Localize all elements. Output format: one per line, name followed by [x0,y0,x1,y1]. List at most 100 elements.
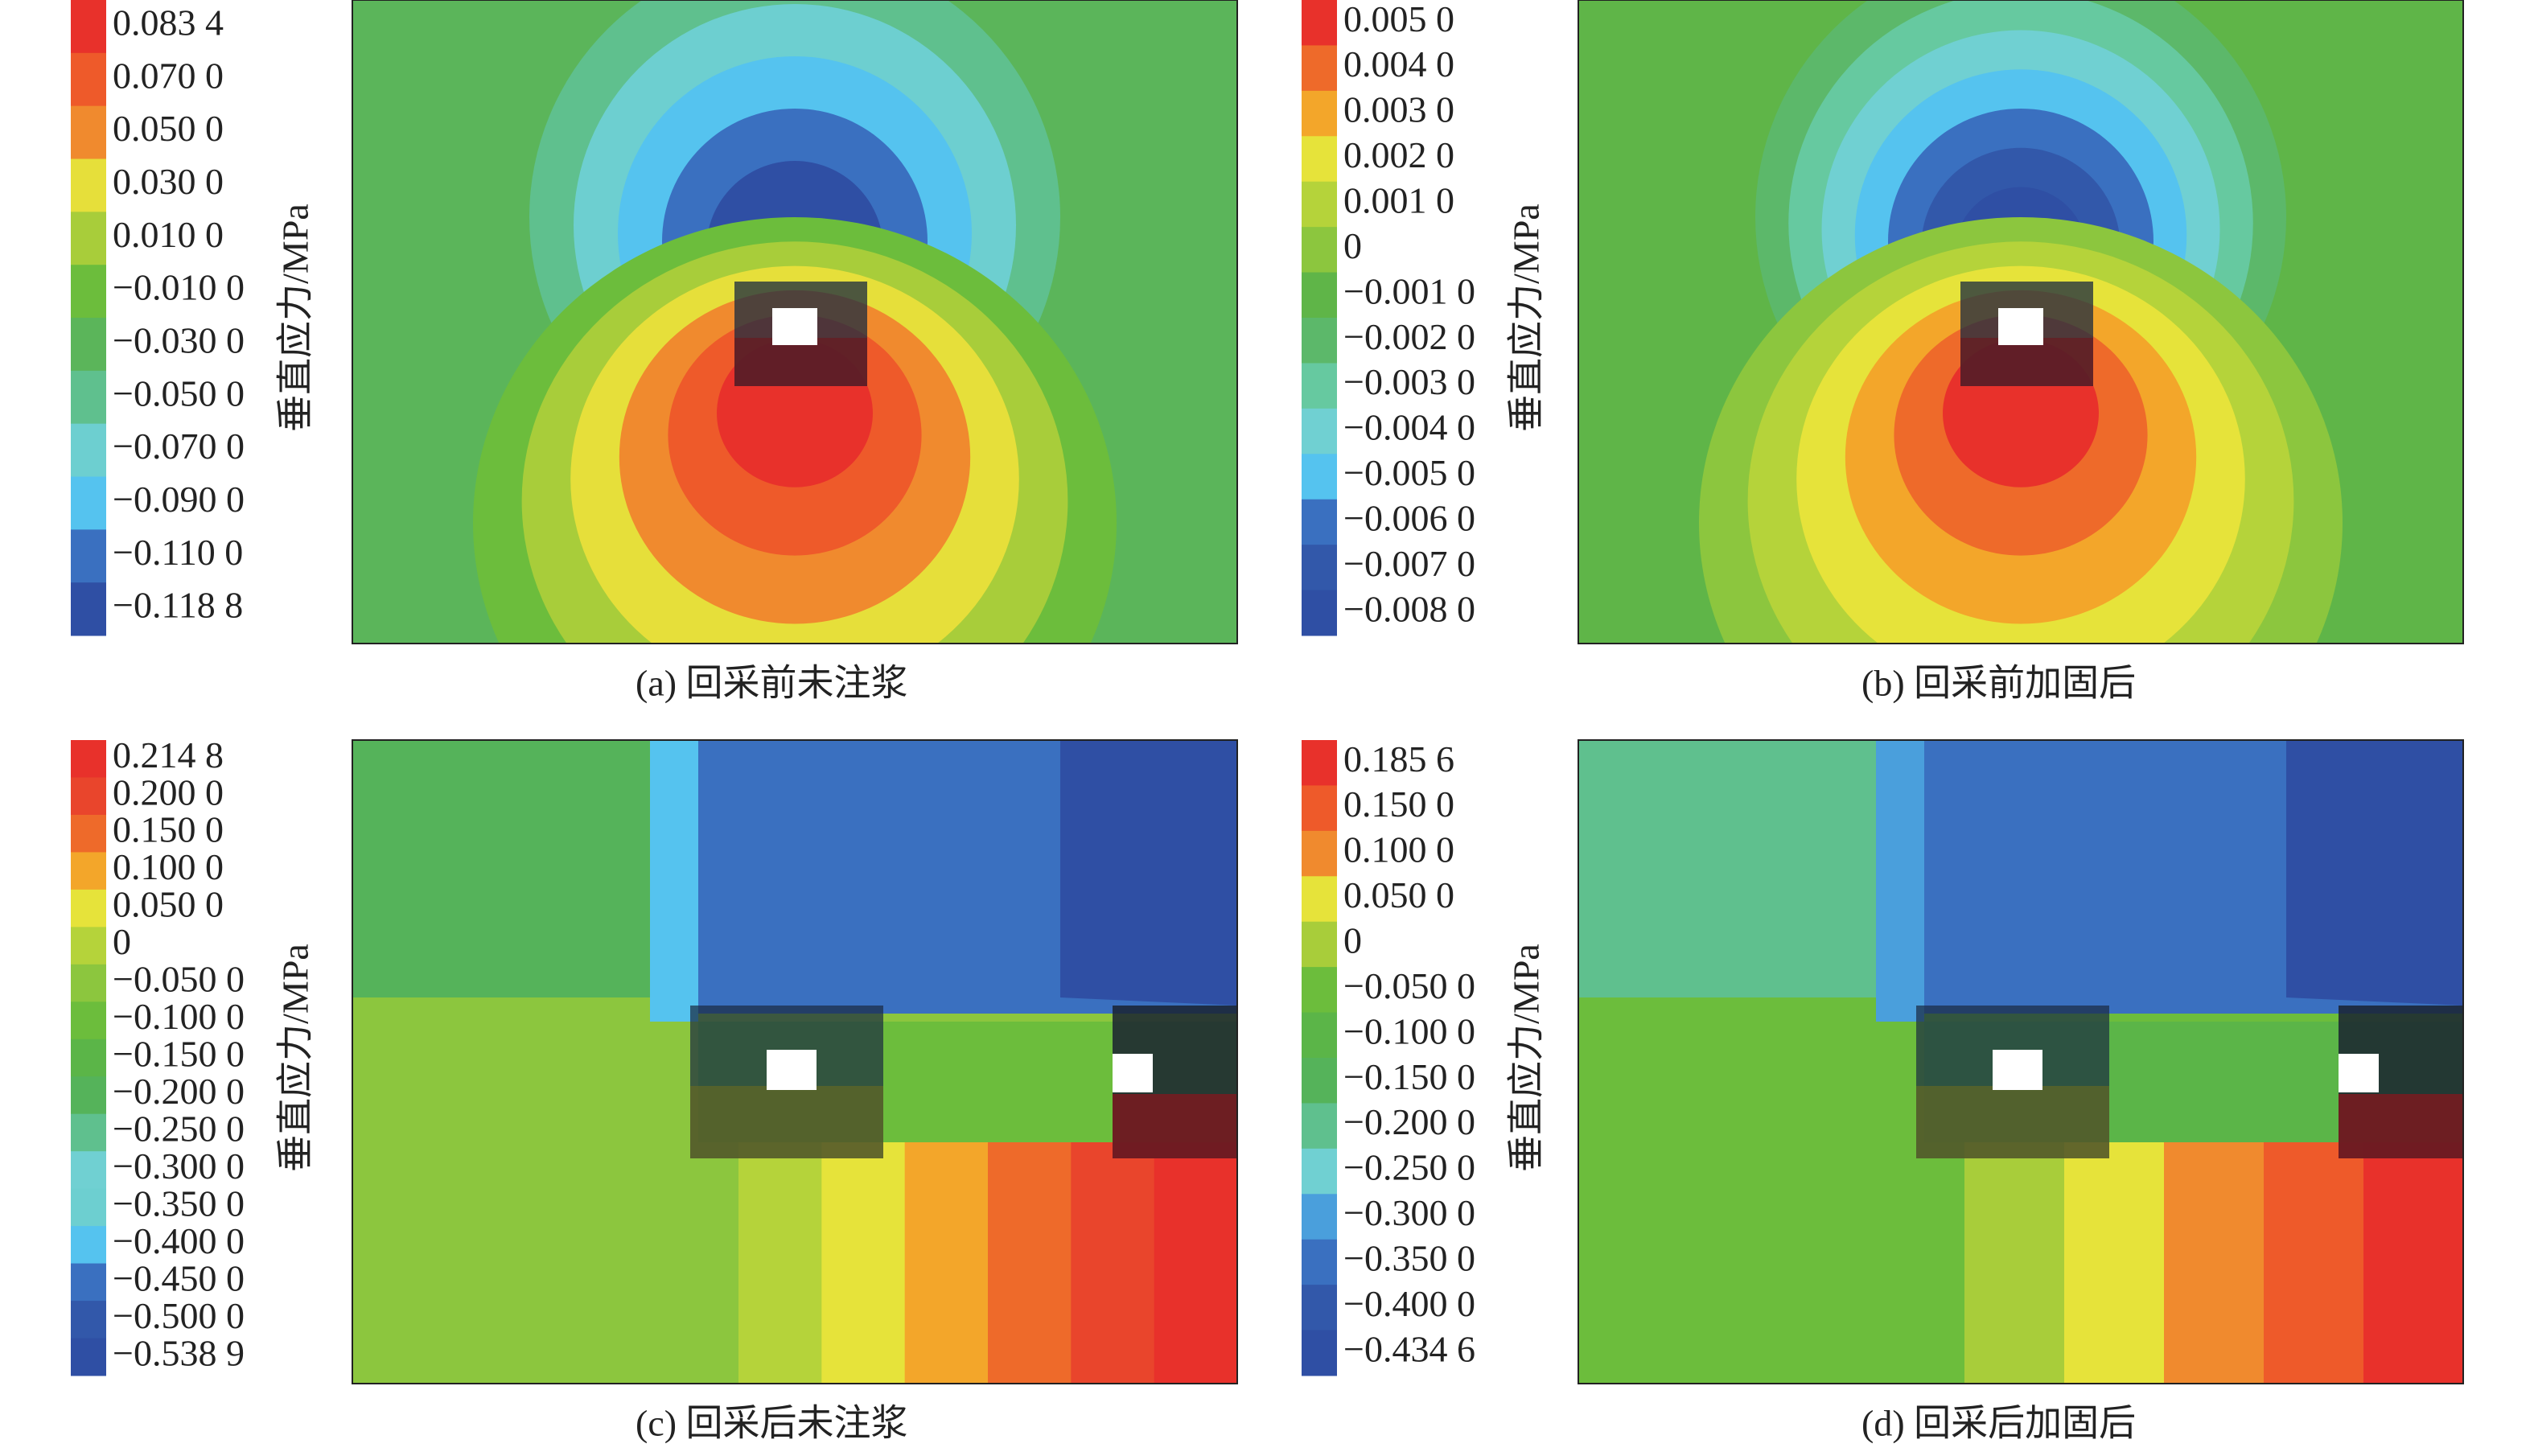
contour-plot [1578,0,2464,644]
colorbar-label: 0.050 0 [113,108,224,149]
roadway-opening [1998,308,2043,345]
colorbar-label: 0.004 0 [1343,43,1454,84]
caption: (a) 回采前未注浆 [636,663,908,704]
colorbar-swatch [1302,1103,1337,1150]
colorbar-label: 0.083 4 [113,2,224,43]
colorbar-swatch [71,1039,106,1077]
colorbar-swatch [1302,1012,1337,1059]
colorbar-swatch [71,1076,106,1115]
plot-frame [1578,739,2464,1384]
roadway-opening [1993,1050,2042,1090]
colorbar-swatch [71,0,106,54]
colorbar-swatch [1302,1194,1337,1240]
colorbar-swatch [71,1263,106,1302]
colorbar-swatch [1302,545,1337,591]
colorbar-label: −0.110 0 [113,532,243,573]
field [352,740,1237,1384]
colorbar-label: −0.030 0 [113,319,245,360]
colorbar-label: −0.050 0 [113,372,245,413]
colorbar-label: 0 [113,921,131,962]
colorbar-label: 0.030 0 [113,161,224,202]
colorbar-swatch [1302,1285,1337,1331]
colorbar-swatch [71,1338,106,1376]
colorbar-swatch [71,777,106,816]
colorbar-label: 0 [1343,919,1362,960]
colorbar-swatch [71,158,106,212]
colorbar-label: 0.003 0 [1343,89,1454,130]
colorbar-swatch [1302,363,1337,409]
colorbar-label: −0.010 0 [113,267,245,308]
reinforced-zone-lower [1916,1086,2109,1158]
face-opening [1113,1054,1153,1092]
blue-zone-edge [1876,740,1924,1022]
colorbar-label: −0.007 0 [1343,543,1475,584]
colorbar-swatch [1302,136,1337,183]
colorbar-label: −0.006 0 [1343,497,1475,538]
colorbar-swatch [71,529,106,583]
colorbar-label: −0.100 0 [113,996,245,1037]
colorbar-swatch [1302,318,1337,364]
colorbar-label: −0.150 0 [1343,1056,1475,1097]
colorbar-swatch [71,1151,106,1190]
field [352,0,1237,644]
colorbar-label: −0.538 9 [113,1332,245,1373]
goaf-zone-lower [2339,1094,2463,1158]
colorbar-label: 0.150 0 [1343,784,1454,825]
plot-frame [1578,0,2464,644]
contour-band [1071,1142,1156,1384]
colorbar-label: 0.200 0 [113,771,224,812]
colorbar-swatch [71,889,106,927]
caption: (b) 回采前加固后 [1861,663,2136,704]
colorbar-swatch [1302,408,1337,454]
colorbar-label: −0.150 0 [113,1034,245,1075]
field [1578,0,2463,644]
colorbar-label: −0.350 0 [1343,1237,1475,1278]
colorbar-label: −0.008 0 [1343,588,1475,629]
contour-band [738,1142,824,1384]
colorbar-label: −0.434 6 [1343,1328,1475,1369]
colorbar-label: 0.050 0 [1343,874,1454,915]
goaf-zone-lower [1113,1094,1237,1158]
colorbar-label: −0.100 0 [1343,1010,1475,1051]
colorbar-label: −0.350 0 [113,1182,245,1224]
colorbar-label: 0.001 0 [1343,179,1454,220]
contour-band [2363,1142,2463,1384]
colorbar-swatch [71,927,106,965]
colorbar-swatch [1302,1148,1337,1195]
colorbar-swatch [1302,876,1337,923]
colorbar-swatch [71,52,106,107]
caption: (d) 回采后加固后 [1861,1403,2136,1444]
colorbar-swatch [71,423,106,477]
colorbar-swatch [1302,967,1337,1014]
colorbar-swatch [1302,830,1337,877]
colorbar-label: 0.150 0 [113,809,224,850]
contour-plot [1578,739,2464,1384]
colorbar-swatch [71,318,106,372]
colorbar-label: 0.100 0 [113,846,224,887]
colorbar-swatch [71,105,106,159]
colorbar-title: 垂直应力/MPa [275,944,316,1172]
colorbar-swatch [71,814,106,853]
colorbar-swatch [1302,1239,1337,1285]
colorbar-swatch [1302,785,1337,832]
colorbar-swatch [1302,499,1337,545]
reinforced-zone-lower [690,1086,883,1158]
field [1578,740,2463,1384]
plot-frame [352,739,1238,1384]
roadway-opening [767,1050,817,1090]
contour-band [821,1142,907,1384]
colorbar-label: −0.300 0 [1343,1192,1475,1233]
colorbar-label: 0.070 0 [113,55,224,96]
colorbar-title: 垂直应力/MPa [1506,204,1547,432]
contour-plot [352,0,1238,644]
colorbar-label: −0.118 8 [113,585,243,626]
colorbar-swatch [71,852,106,890]
colorbar-label: −0.070 0 [113,426,245,467]
colorbar-label: 0.010 0 [113,214,224,255]
deep-blue-zone [1060,740,1237,1006]
colorbar-swatch [71,964,106,1002]
contour-band [904,1142,989,1384]
colorbar-swatch [71,1113,106,1152]
colorbar-swatch [1302,590,1337,636]
